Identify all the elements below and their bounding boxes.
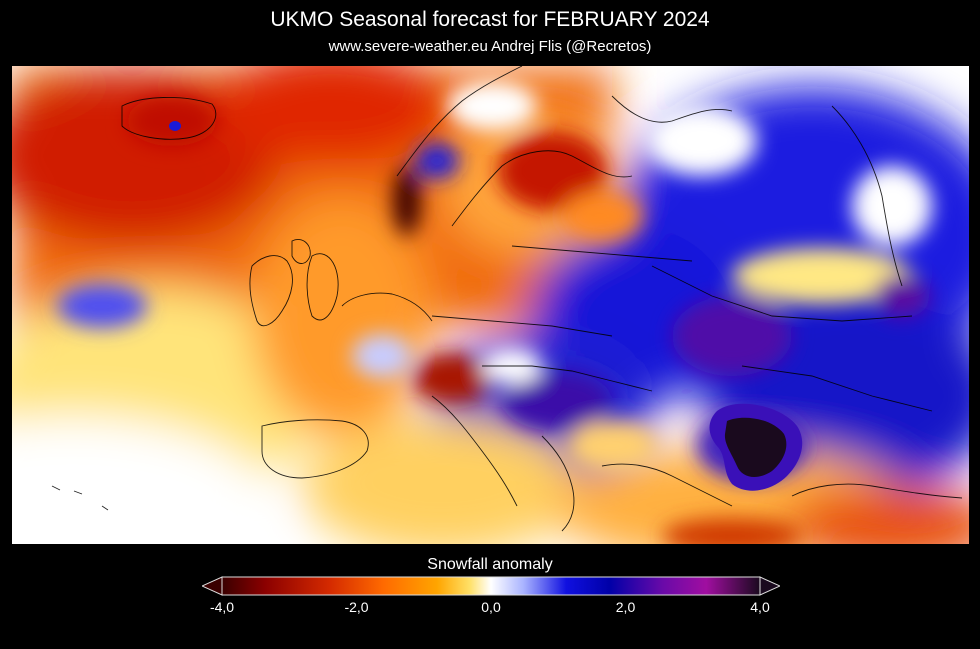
- tick-label-min: -4,0: [209, 599, 235, 615]
- tick-label-max: 4,0: [750, 599, 770, 615]
- chart-subtitle: www.severe-weather.eu Andrej Flis (@Recr…: [328, 38, 652, 55]
- coastlines: [51, 66, 963, 532]
- legend-title: Snowfall anomaly: [427, 556, 553, 573]
- iceland-spot: [169, 121, 181, 131]
- anomaly-map: [12, 66, 969, 544]
- tick-label-zero: 0,0: [481, 599, 501, 615]
- black-sea-anomaly: [709, 403, 803, 491]
- colorbar-left-arrow: [202, 576, 223, 596]
- colorbar: [202, 576, 780, 596]
- colorbar-gradient: [221, 576, 761, 596]
- anomaly-field-detail: [57, 81, 932, 544]
- tick-label-pos2: 2,0: [615, 599, 636, 615]
- chart-title: UKMO Seasonal forecast for FEBRUARY 2024: [270, 8, 710, 31]
- colorbar-right-arrow: [759, 576, 780, 596]
- tick-label-neg2: -2,0: [344, 599, 369, 615]
